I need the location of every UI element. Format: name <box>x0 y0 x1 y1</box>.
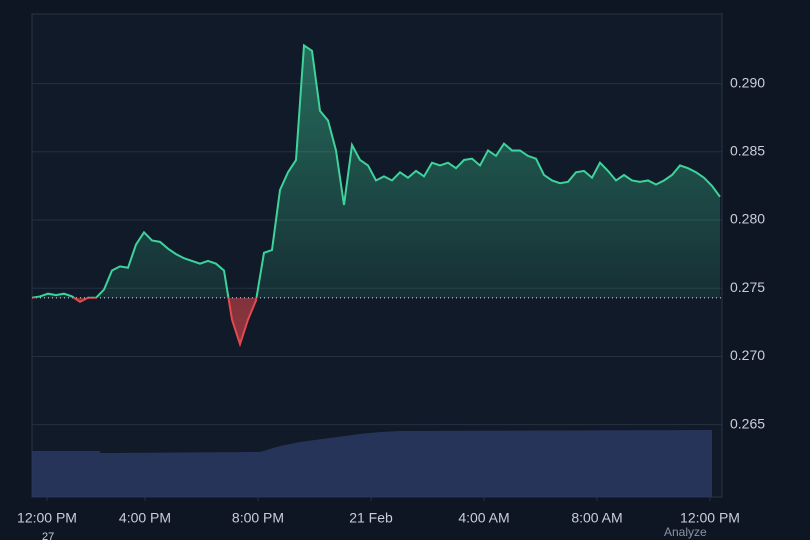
line-up <box>31 43 721 298</box>
footer-left: 27 <box>42 531 54 540</box>
y-tick-label: 0.280 <box>730 211 765 227</box>
x-tick-label: 8:00 PM <box>232 510 284 526</box>
y-tick-label: 0.275 <box>730 279 765 295</box>
x-tick-label: 4:00 PM <box>119 510 171 526</box>
x-tick-label: 12:00 PM <box>680 510 740 526</box>
x-tick-label: 21 Feb <box>349 510 393 526</box>
y-tick-label: 0.265 <box>730 415 765 431</box>
area-up <box>32 45 720 298</box>
footer-right: Analyze <box>664 525 707 539</box>
x-tick-label: 4:00 AM <box>458 510 509 526</box>
volume-band <box>32 430 712 497</box>
x-tick-label: 12:00 PM <box>17 510 77 526</box>
y-tick-label: 0.270 <box>730 347 765 363</box>
x-tick-label: 8:00 AM <box>571 510 622 526</box>
y-tick-label: 0.290 <box>730 74 765 90</box>
y-tick-label: 0.285 <box>730 143 765 159</box>
